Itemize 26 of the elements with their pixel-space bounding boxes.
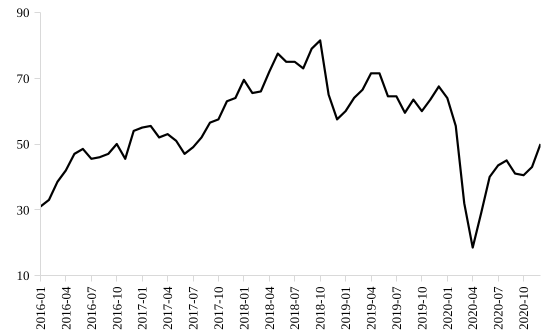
line-series [40,39,540,249]
x-tick-label: 2020-10 [516,286,532,330]
y-tick-label: 90 [16,5,30,20]
x-tick-label: 2017-04 [160,286,176,330]
x-tick-label: 2016-04 [58,286,74,330]
x-tick-label: 2018-01 [236,286,252,330]
y-tick-label: 10 [16,268,30,283]
y-tick-label: 70 [16,70,30,86]
x-tick-label: 2017-07 [186,286,201,330]
x-tick-label: 2019-04 [364,286,379,330]
x-tick-label: 2020-04 [465,286,480,330]
y-tick-label: 50 [16,136,30,152]
x-tick-label: 2018-04 [262,286,277,330]
x-tick-label: 2019-07 [388,286,404,330]
x-tick-label: 2017-10 [210,286,226,330]
x-tick-label: 2019-01 [338,286,354,330]
x-tick-label: 2018-10 [312,286,328,330]
x-tick-label: 2017-01 [134,286,150,330]
x-tick-label: 2020-07 [490,286,506,330]
x-tick-label: 2016-01 [33,286,48,330]
x-tick-label: 2018-07 [287,286,302,330]
x-tick-label: 2016-10 [109,286,124,330]
y-tick-label: 30 [16,202,30,218]
x-tick-label: 2019-10 [414,286,430,330]
x-tick-label: 2020-01 [440,286,455,330]
x-tick-label: 2016-07 [84,286,99,330]
